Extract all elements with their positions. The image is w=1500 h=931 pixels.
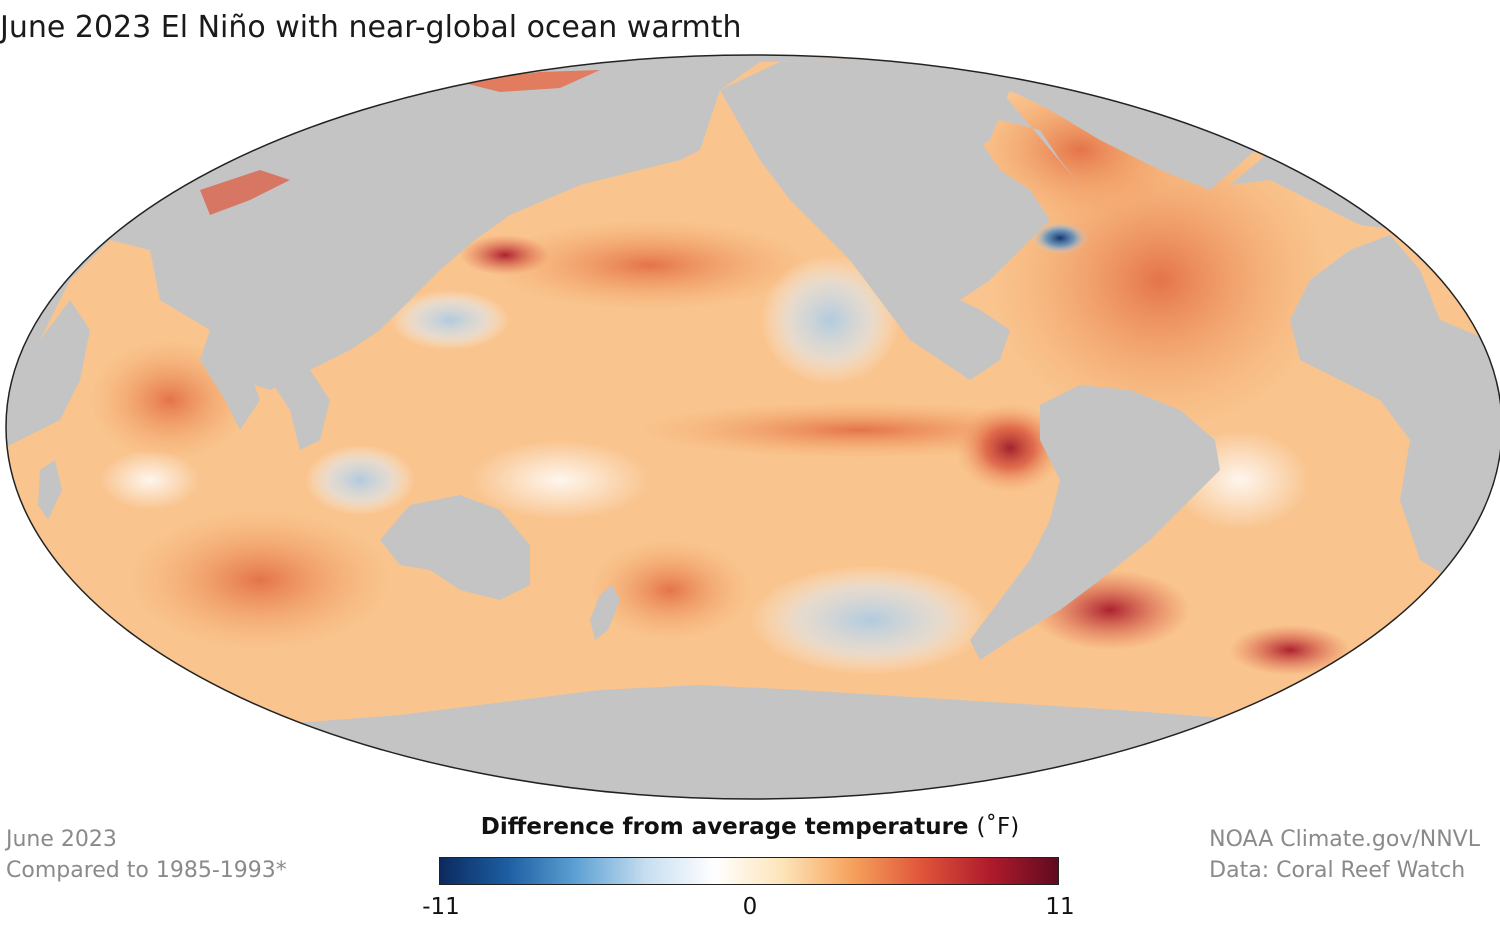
footer-right: NOAA Climate.gov/NNVL Data: Coral Reef W…	[1209, 824, 1480, 886]
india-land	[200, 330, 260, 430]
north-america-land	[720, 60, 1080, 380]
north-pacific-warm	[490, 220, 810, 310]
footer-credit: NOAA Climate.gov/NNVL	[1209, 827, 1480, 852]
legend-unit: (˚F)	[976, 814, 1020, 840]
map-title: June 2023 El Niño with near-global ocean…	[0, 10, 742, 45]
nino-core	[955, 403, 1065, 493]
northeast-pacific-cool	[760, 255, 900, 385]
tick-min: -11	[422, 894, 460, 920]
tick-mid: 0	[742, 894, 758, 920]
legend-title: Difference from average temperature (˚F)	[440, 814, 1060, 840]
madagascar-land	[38, 460, 62, 520]
eurasia-land	[6, 55, 1500, 390]
greenland-land	[880, 60, 1010, 160]
color-bar	[439, 857, 1059, 885]
south-pacific-warm	[590, 540, 750, 640]
gulf-of-maine-cold	[1032, 222, 1088, 254]
legend-title-text: Difference from average temperature	[480, 814, 969, 840]
arabia-land	[6, 300, 90, 450]
indian-ocean-cool	[305, 445, 415, 515]
footer-baseline: Compared to 1985-1993*	[6, 858, 287, 883]
southeast-asia-land	[270, 370, 330, 450]
south-pacific-white	[470, 440, 650, 520]
arctic-warm-strip	[460, 70, 600, 92]
antarctica-land	[6, 685, 1500, 799]
footer-left: June 2023 Compared to 1985-1993*	[6, 824, 287, 886]
footer-date: June 2023	[6, 827, 117, 852]
south-america-land	[970, 385, 1220, 660]
new-zealand-land	[590, 585, 620, 640]
southern-indian-warm	[130, 510, 390, 650]
globe-outline	[5, 54, 1500, 800]
footer-data-source: Data: Coral Reef Watch	[1209, 858, 1466, 883]
australia-land	[380, 495, 530, 600]
west-indian-white	[100, 450, 200, 510]
africa-land	[1290, 235, 1500, 590]
barents-warm-strip	[200, 170, 290, 215]
tick-max: 11	[1045, 894, 1075, 920]
southeast-pacific-cool	[750, 565, 990, 675]
kuroshio-hot	[460, 235, 550, 275]
south-atlantic-hot-east	[1230, 625, 1350, 675]
northwest-pacific-cool	[390, 290, 510, 350]
